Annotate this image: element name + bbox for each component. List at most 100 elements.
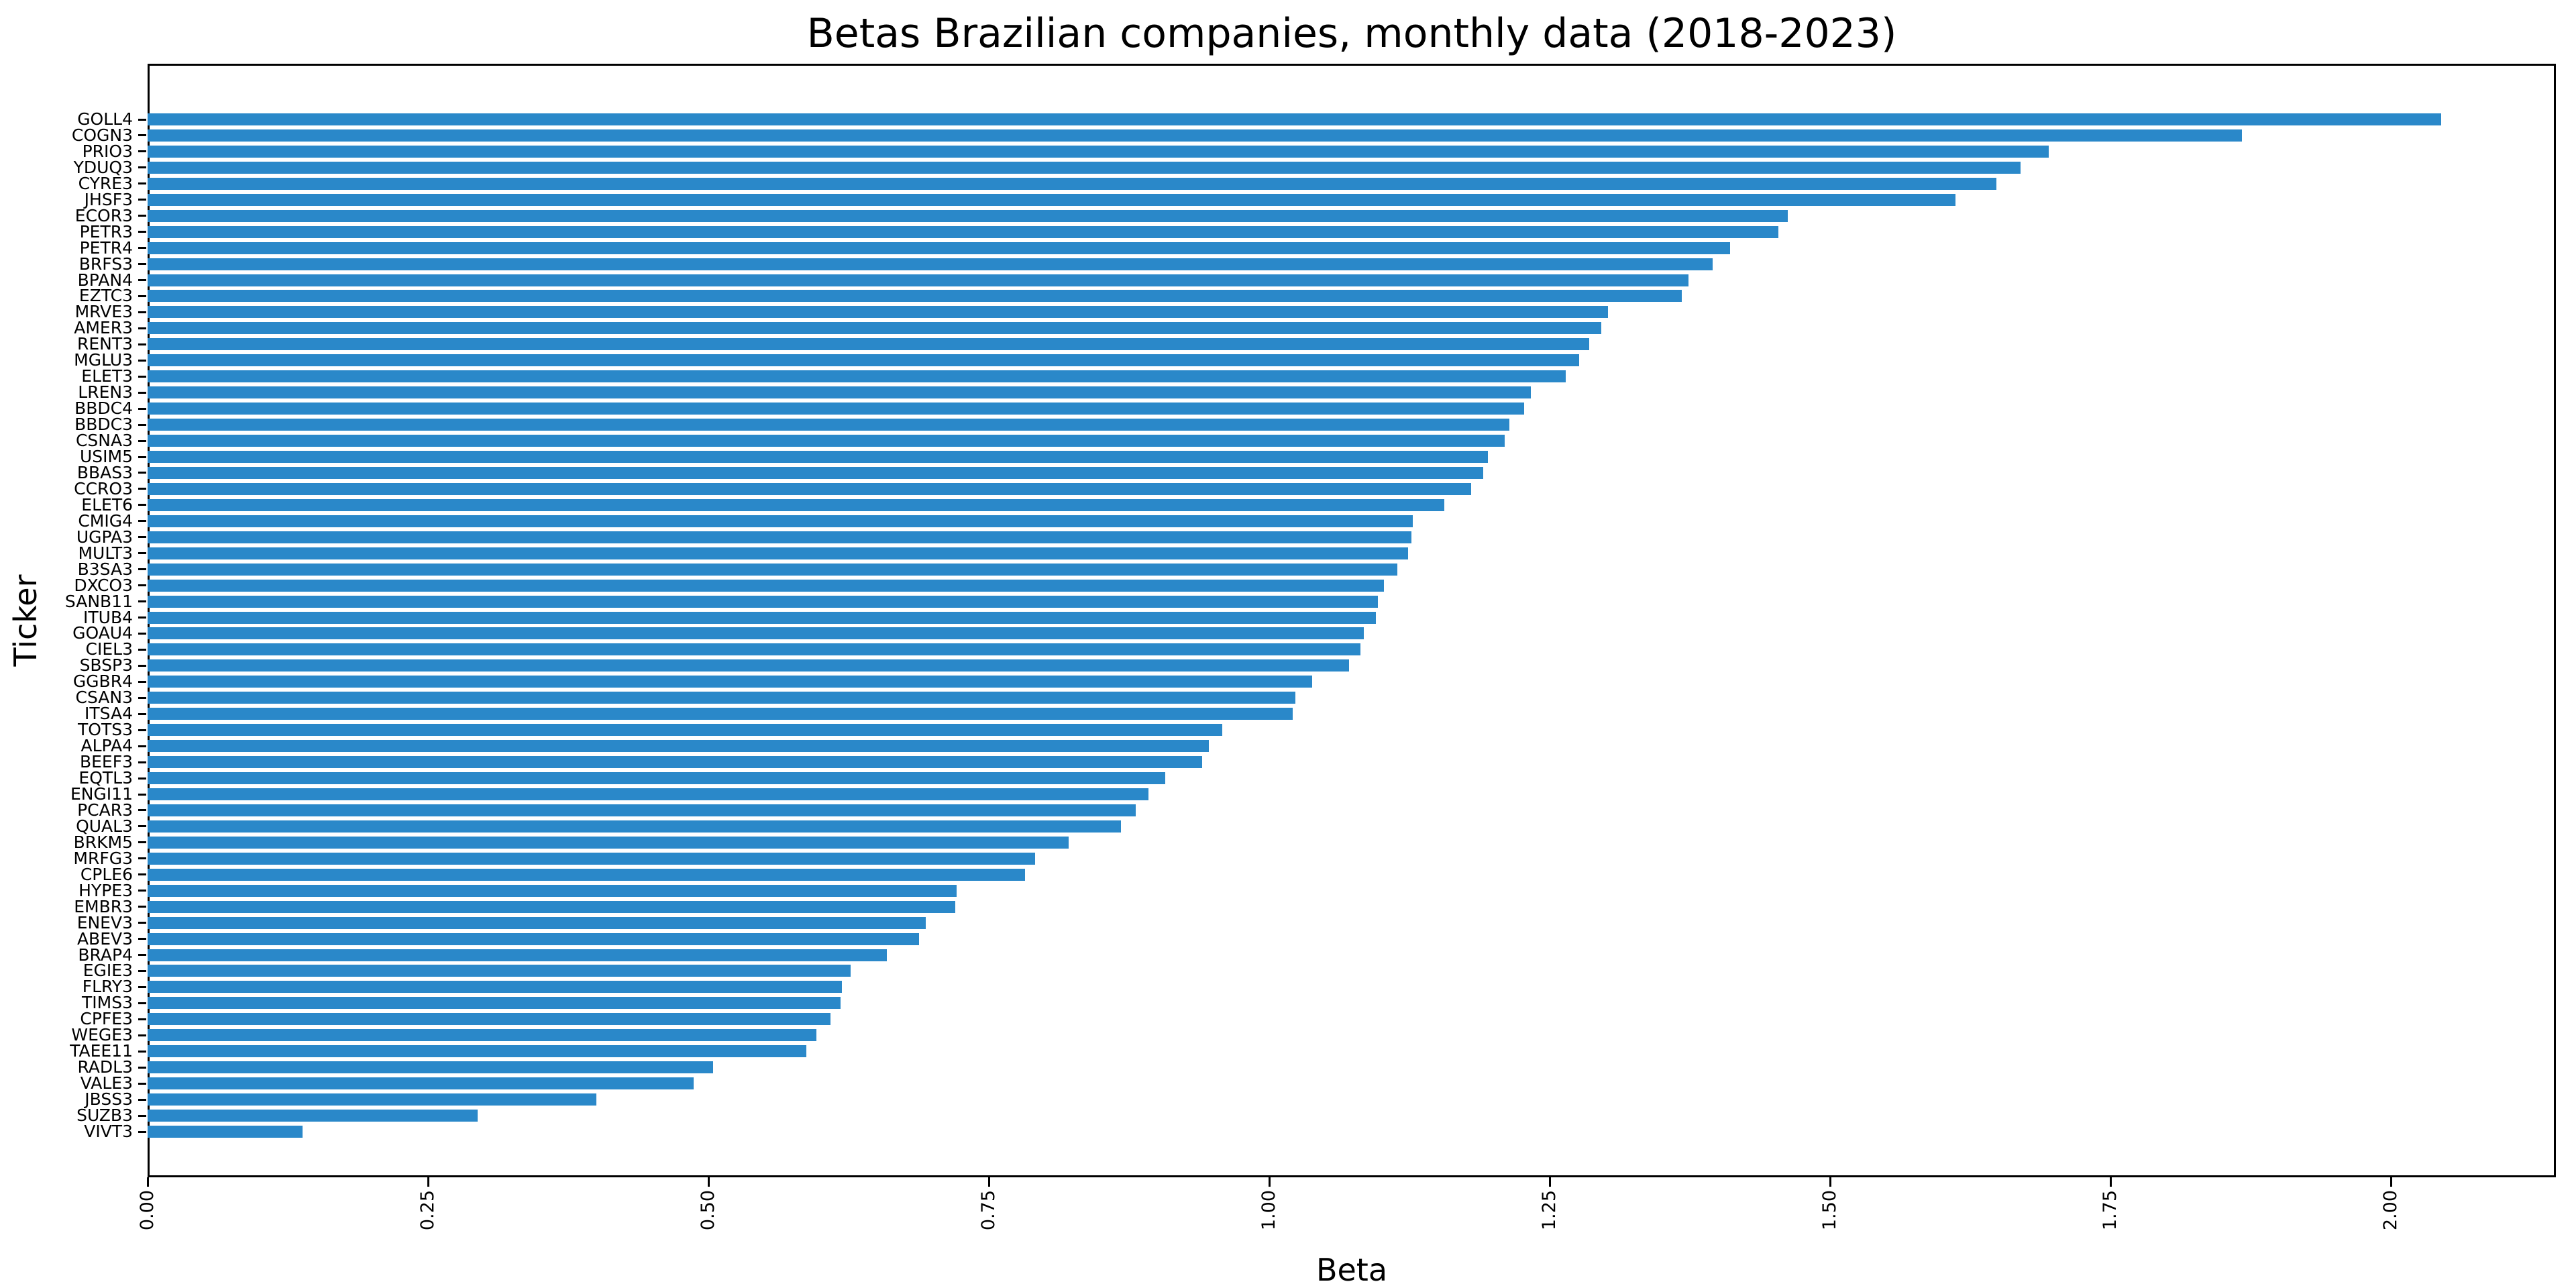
y-tick-label-USIM5: USIM5	[79, 447, 133, 466]
x-tick-mark	[1268, 1177, 1271, 1187]
y-tick-mark	[138, 584, 146, 587]
y-tick-mark	[138, 247, 146, 250]
y-tick-label-CCRO3: CCRO3	[74, 478, 133, 498]
y-tick-mark	[138, 375, 146, 378]
y-tick-mark	[138, 1002, 146, 1004]
bar-MGLU3	[148, 354, 1579, 367]
bar-CMIG4	[148, 515, 1413, 527]
y-tick-mark	[138, 455, 146, 458]
y-tick-mark	[138, 1098, 146, 1101]
y-tick-label-VALE3: VALE3	[80, 1073, 133, 1093]
y-tick-mark	[138, 825, 146, 828]
bar-QUAL3	[148, 820, 1122, 833]
y-tick-mark	[138, 712, 146, 715]
y-tick-mark	[138, 696, 146, 699]
y-tick-mark	[138, 1082, 146, 1085]
bar-VALE3	[148, 1077, 694, 1090]
bar-PETR4	[148, 241, 1731, 254]
bar-CIEL3	[148, 643, 1360, 656]
y-tick-mark	[138, 648, 146, 651]
bar-PETR3	[148, 225, 1779, 238]
bar-BRKM5	[148, 836, 1069, 849]
y-tick-label-ELET3: ELET3	[81, 366, 133, 386]
y-tick-mark	[138, 680, 146, 683]
y-tick-label-TOTS3: TOTS3	[78, 720, 133, 740]
y-tick-mark	[138, 745, 146, 747]
bar-ITSA4	[148, 708, 1293, 720]
y-tick-mark	[138, 472, 146, 474]
y-tick-mark	[138, 761, 146, 763]
bar-ELET3	[148, 370, 1566, 383]
bar-FLRY3	[148, 981, 843, 994]
bar-CYRE3	[148, 177, 1996, 190]
y-tick-mark	[138, 906, 146, 908]
x-tick-mark	[146, 1177, 149, 1187]
bar-YDUQ3	[148, 161, 2021, 174]
y-tick-label-CIEL3: CIEL3	[85, 639, 133, 659]
y-tick-label-VIVT3: VIVT3	[84, 1122, 133, 1141]
bar-COGN3	[148, 129, 2242, 142]
bar-CPLE6	[148, 868, 1025, 881]
x-tick-label-1.50: 1.50	[1819, 1190, 1841, 1231]
bar-TOTS3	[148, 724, 1222, 737]
y-tick-mark	[138, 311, 146, 313]
y-tick-mark	[138, 938, 146, 941]
y-tick-label-ITSA4: ITSA4	[85, 704, 133, 724]
bar-HYPE3	[148, 884, 957, 897]
y-tick-label-ENEV3: ENEV3	[76, 912, 133, 932]
y-tick-label-MRFG3: MRFG3	[73, 848, 133, 868]
y-tick-mark	[138, 166, 146, 169]
y-tick-label-EZTC3: EZTC3	[78, 286, 133, 306]
y-tick-mark	[138, 664, 146, 667]
y-tick-label-CPLE6: CPLE6	[80, 864, 133, 884]
y-tick-mark	[138, 600, 146, 603]
y-tick-label-GOAU4: GOAU4	[72, 623, 133, 643]
y-tick-label-GOLL4: GOLL4	[77, 109, 133, 129]
x-tick-mark	[1548, 1177, 1551, 1187]
bar-BBDC4	[148, 402, 1524, 415]
bar-ITUB4	[148, 611, 1376, 624]
y-tick-mark	[138, 520, 146, 523]
y-tick-mark	[138, 1114, 146, 1117]
bar-BRAP4	[148, 949, 887, 961]
bar-MRFG3	[148, 852, 1035, 865]
y-tick-mark	[138, 407, 146, 410]
bar-ENEV3	[148, 916, 926, 929]
y-tick-label-JBSS3: JBSS3	[85, 1089, 133, 1110]
x-axis-label: Beta	[1316, 1252, 1388, 1288]
y-tick-label-PETR4: PETR4	[79, 237, 133, 258]
bar-ABEV3	[148, 932, 920, 945]
bar-CPFE3	[148, 1013, 831, 1026]
y-tick-mark	[138, 504, 146, 506]
y-tick-label-YDUQ3: YDUQ3	[73, 157, 133, 177]
y-tick-label-BEEF3: BEEF3	[79, 752, 133, 772]
bar-BPAN4	[148, 274, 1689, 286]
bar-RENT3	[148, 338, 1589, 351]
bar-GOLL4	[148, 113, 2442, 125]
bar-ECOR3	[148, 209, 1788, 222]
x-tick-label-0.25: 0.25	[417, 1190, 439, 1231]
y-tick-label-ITUB4: ITUB4	[83, 607, 133, 627]
y-tick-label-CPFE3: CPFE3	[80, 1009, 133, 1029]
y-tick-label-BBAS3: BBAS3	[76, 462, 133, 482]
y-tick-label-LREN3: LREN3	[78, 382, 133, 402]
y-tick-label-CSNA3: CSNA3	[75, 431, 133, 451]
y-tick-label-MRVE3: MRVE3	[74, 302, 133, 322]
bar-MRVE3	[148, 306, 1609, 319]
x-tick-mark	[707, 1177, 710, 1187]
y-tick-label-EMBR3: EMBR3	[74, 896, 133, 916]
bar-JBSS3	[148, 1093, 596, 1106]
y-tick-mark	[138, 231, 146, 233]
bar-VIVT3	[148, 1126, 303, 1138]
y-tick-mark	[138, 359, 146, 362]
bar-GGBR4	[148, 676, 1312, 688]
y-tick-mark	[138, 439, 146, 442]
y-tick-label-QUAL3: QUAL3	[76, 816, 133, 836]
y-tick-mark	[138, 182, 146, 185]
bar-B3SA3	[148, 563, 1397, 576]
bar-WEGE3	[148, 1029, 816, 1042]
y-tick-label-ALPA4: ALPA4	[80, 736, 133, 756]
y-tick-mark	[138, 1066, 146, 1069]
x-tick-mark	[1829, 1177, 1831, 1187]
y-tick-mark	[138, 729, 146, 731]
